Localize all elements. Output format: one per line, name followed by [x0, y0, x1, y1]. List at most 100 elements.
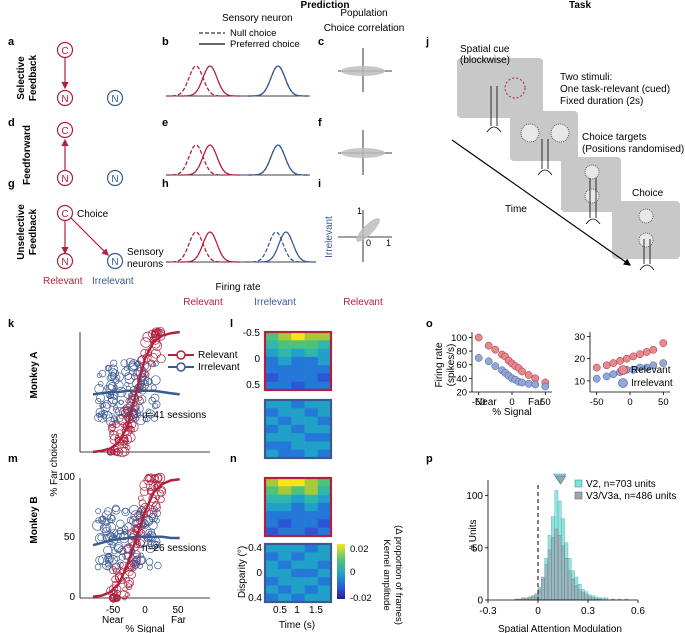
irrelevant-point [145, 408, 152, 415]
heatmap-frame [263, 330, 333, 392]
letter-k: k [8, 318, 15, 330]
cbar-tick-max: 0.02 [350, 544, 369, 555]
o-left-ytick-label: 20 [456, 388, 467, 399]
heatmap-cell [317, 348, 332, 358]
v3-bar [581, 592, 585, 601]
relevant-point [120, 447, 130, 457]
heatmap-cell [304, 585, 319, 594]
heatmap-cell [291, 560, 305, 570]
o-ylabel-1: Firing rate [434, 342, 445, 387]
heatmap-cell [291, 478, 305, 487]
choice-targets-label: Choice targets [582, 132, 646, 143]
heatmap-cell [304, 478, 319, 487]
p-ytick-label: 0 [477, 596, 483, 607]
m-ytick-50: 50 [64, 532, 76, 543]
v3-bar [557, 535, 562, 601]
relevant-point [156, 487, 167, 497]
letter-i: i [318, 178, 321, 190]
o-right-xtick-label: 50 [658, 397, 669, 408]
heatmap-cell [317, 527, 332, 537]
irrelevant-point [145, 528, 153, 536]
irrelevant-point [136, 562, 144, 569]
heatmap-cell [265, 373, 279, 382]
irrelevant-point [98, 410, 105, 418]
irrelevant-point [152, 360, 159, 367]
o-irrelevant-swatch [618, 378, 628, 388]
irrelevant-axis-label: Irrelevant [324, 216, 335, 258]
o-right-irrelevant-point [649, 361, 658, 370]
heatmap-cell [317, 552, 332, 561]
heatmap-cell [317, 560, 332, 570]
cbar-tick-min: -0.02 [350, 593, 372, 604]
relevant-axis-label: Relevant [343, 297, 383, 308]
irrelevant-point [109, 541, 116, 549]
heatmap-cell [291, 577, 305, 586]
o-left-relevant-point [518, 367, 526, 376]
relevant-point [119, 590, 129, 600]
heatmap-cell [304, 577, 319, 586]
null-choice-label: Null choice [230, 28, 276, 39]
irrelevant-point [117, 546, 127, 555]
relevant-point [122, 421, 133, 432]
v3-swatch [574, 491, 583, 500]
preferred-choice-label: Preferred choice [230, 39, 300, 50]
relevant-point [127, 570, 136, 579]
o-right-ytick-label: 20 [574, 354, 585, 365]
heatmap-cell [265, 593, 279, 603]
heatmap-cell [265, 365, 279, 374]
m-xlabel: % Signal [125, 624, 164, 633]
irrelevant-point [109, 412, 115, 419]
heatmap-cell [317, 433, 332, 442]
letter-a: a [8, 36, 15, 48]
heatmap-cell [291, 527, 305, 537]
l-ytick-05: 0.5 [246, 380, 260, 391]
relevant-point [135, 396, 144, 405]
irrelevant-point [97, 381, 104, 387]
choice-node [56, 41, 74, 59]
irrelevant-point [97, 534, 105, 542]
choice-node-label: C [61, 126, 68, 137]
relevant-point [140, 337, 151, 348]
irrelevant-point [154, 517, 160, 524]
choice-node-label: C [61, 46, 68, 57]
head-2 [537, 139, 553, 176]
relevant-point [145, 480, 157, 491]
relevant-point [144, 348, 152, 356]
v3-bar [554, 528, 559, 601]
heatmap-cell [265, 494, 279, 504]
irrelevant-swatch-marker [176, 362, 186, 372]
heatmap-cell [278, 340, 292, 349]
irrelevant-point [140, 375, 150, 385]
heatmap-cell [291, 544, 305, 553]
heatmap-cell [278, 408, 292, 417]
monkey-a-label: Monkey A [29, 352, 40, 399]
irrelevant-point [148, 512, 159, 523]
p-xtick-label: -0.3 [479, 606, 497, 617]
v2-label: V2, n=703 units [586, 479, 656, 490]
m-ytick-100: 100 [58, 472, 75, 483]
v3-label: V3/V3a, n=486 units [586, 491, 676, 502]
o-right-relevant-point [602, 361, 611, 370]
heatmap-cell [265, 527, 279, 537]
irrelevant-point [108, 394, 119, 405]
letter-p: p [426, 453, 433, 465]
psychometric-k [79, 326, 210, 458]
v3-bar [544, 564, 549, 601]
v3-bar [531, 595, 535, 601]
irrelevant-neuron-label: N [111, 174, 118, 185]
heatmap-cell [265, 478, 279, 487]
o-left-ytick-label: 80 [456, 347, 467, 358]
o-far-label: Far [528, 397, 544, 408]
k-relevant-label: Relevant [198, 350, 238, 361]
population-c [338, 48, 392, 92]
heatmap-cell [291, 441, 305, 450]
o-right-irrelevant-point [659, 359, 668, 367]
heatmap-cell [291, 416, 305, 426]
heatmap-cell [265, 433, 279, 442]
heatmap-cell [304, 365, 319, 374]
stimulus-2 [550, 123, 570, 143]
prediction-header: Prediction [301, 0, 350, 11]
head-4 [639, 239, 655, 271]
heatmap-cell [278, 527, 292, 537]
irrelevant-point [110, 532, 116, 538]
